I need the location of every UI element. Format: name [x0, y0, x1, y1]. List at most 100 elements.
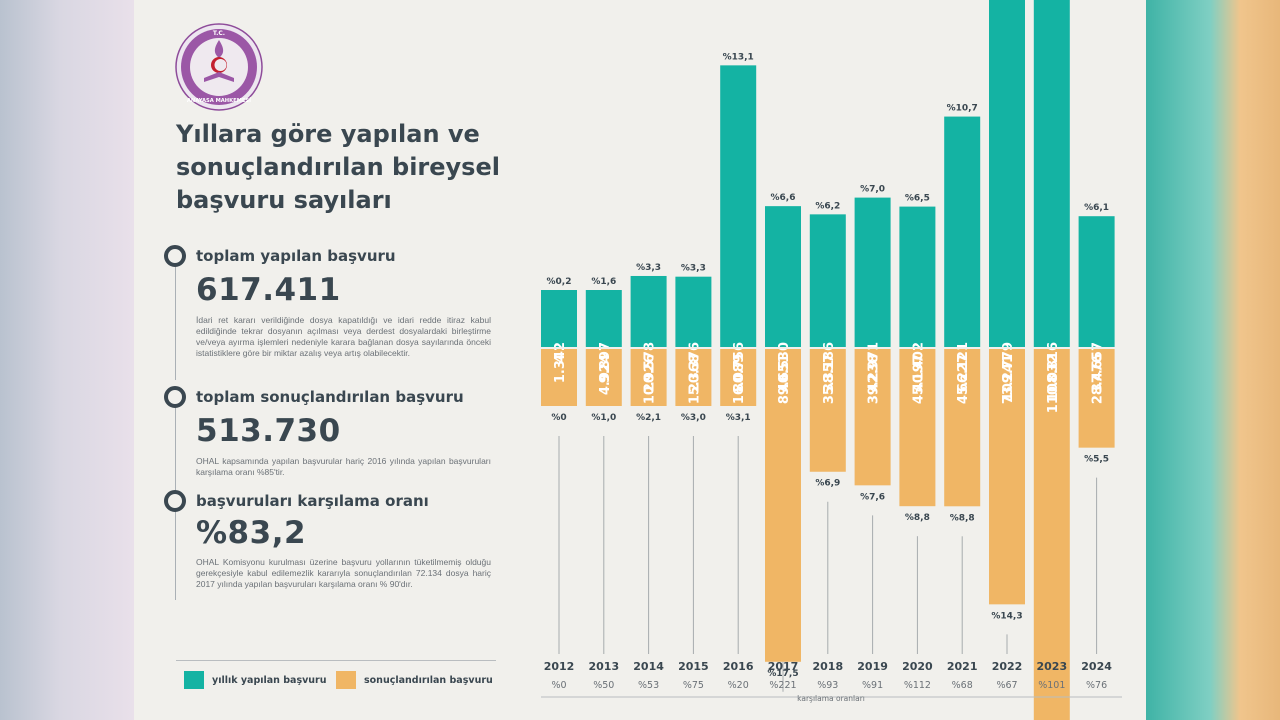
stat-total-concluded-header: toplam sonuçlandırılan başvuru [164, 386, 464, 408]
legend-label: sonuçlandırılan başvuru [364, 674, 493, 686]
bar-concluded [899, 348, 936, 507]
share-label-applications: %6,1 [1084, 203, 1109, 213]
coverage-ratio-label: %20 [728, 680, 749, 691]
bar-applications [809, 214, 846, 348]
data-label-concluded: 39.238 [867, 354, 882, 404]
coverage-ratio-label: %101 [1038, 680, 1065, 691]
data-label-applications: 108.816 [1046, 342, 1061, 401]
data-label-concluded: 4.924 [598, 354, 613, 395]
data-label-concluded: 110.032 [1046, 354, 1061, 413]
x-tick-label-year: 2020 [902, 660, 933, 673]
share-label-concluded: %2,1 [636, 413, 661, 423]
x-tick-label-year: 2019 [857, 660, 888, 673]
coverage-ratio-label: %67 [996, 680, 1017, 691]
stat-coverage-ratio-value: %83,2 [196, 515, 307, 551]
share-label-applications: %13,1 [723, 52, 754, 62]
data-label-concluded: 89.651 [777, 354, 792, 404]
coverage-ratio-label: %0 [551, 680, 566, 691]
bar-applications [899, 206, 936, 348]
x-tick-label-year: 2017 [768, 660, 799, 673]
share-label-concluded: %6,9 [815, 479, 840, 489]
bar-applications [720, 65, 757, 348]
page-title: Yıllara göre yapılan ve sonuçlandırılan … [176, 120, 500, 214]
stat-total-applications-header: toplam yapılan başvuru [164, 245, 396, 267]
legend-item-concluded: sonuçlandırılan başvuru [336, 671, 493, 689]
coverage-ratio-label: %91 [862, 680, 883, 691]
stat-connector-line [175, 403, 176, 498]
bar-applications [944, 116, 981, 348]
data-label-applications: 66.121 [956, 342, 971, 392]
data-label-applications: 20.578 [643, 342, 658, 392]
data-label-applications: 20.376 [687, 342, 702, 392]
share-label-concluded: %8,8 [905, 513, 930, 523]
bar-applications [989, 0, 1025, 348]
legend-swatch [336, 671, 356, 689]
bar-concluded [1078, 348, 1115, 448]
bar-applications [585, 290, 622, 348]
stat-total-concluded-value: 513.730 [196, 413, 341, 449]
share-label-applications: %3,3 [681, 264, 706, 274]
data-label-concluded: 73.241 [1001, 354, 1016, 404]
share-label-applications: %1,6 [591, 277, 616, 287]
share-label-concluded: %8,8 [950, 513, 975, 523]
bar-concluded [1033, 348, 1070, 720]
bar-concluded [675, 348, 712, 406]
coverage-ratio-label: %76 [1086, 680, 1107, 691]
x-tick-label-year: 2018 [812, 660, 843, 673]
stat-label: başvuruları karşılama oranı [196, 492, 429, 510]
x-tick-label-year: 2013 [588, 660, 619, 673]
x-tick-label-year: 2014 [633, 660, 664, 673]
bullet-ring-icon [164, 490, 186, 512]
bar-applications [1033, 0, 1070, 348]
data-label-concluded: 35.357 [822, 354, 837, 404]
bar-concluded [944, 348, 981, 507]
logo-bottom-text: ANAYASA MAHKEMESİ [187, 97, 251, 104]
coverage-ratio-label: %112 [904, 680, 931, 691]
x-tick-label-year: 2024 [1081, 660, 1112, 673]
stat-note: İdari ret kararı verildiğinde dosya kapa… [196, 315, 491, 358]
x-tick-label-year: 2022 [992, 660, 1023, 673]
stat-coverage-ratio-header: başvuruları karşılama oranı [164, 490, 429, 512]
share-label-applications: %3,3 [636, 263, 661, 273]
share-label-concluded: %1,0 [591, 413, 616, 423]
coverage-ratio-label: %50 [593, 680, 614, 691]
share-label-concluded: %3,1 [726, 413, 751, 423]
stat-total-applications-value: 617.411 [196, 272, 341, 308]
bar-concluded [809, 348, 846, 472]
bar-concluded [765, 348, 801, 662]
legend-swatch [184, 671, 204, 689]
stat-label: toplam yapılan başvuru [196, 247, 396, 265]
data-label-applications: 38.186 [822, 342, 837, 392]
coverage-ratio-label: %221 [769, 680, 796, 691]
x-tick-label-year: 2023 [1036, 660, 1067, 673]
data-label-concluded: 45.197 [911, 354, 926, 404]
bar-applications [854, 197, 891, 348]
coverage-ratio-label: %68 [952, 680, 973, 691]
data-label-concluded: 28.476 [1091, 354, 1106, 404]
share-label-concluded: %7,6 [860, 492, 885, 502]
share-label-concluded: %3,0 [681, 413, 706, 423]
stat-note: OHAL kapsamında yapılan başvurular hariç… [196, 456, 491, 477]
data-label-applications: 40.402 [911, 342, 926, 392]
coverage-ratio-label: %93 [817, 680, 838, 691]
data-label-applications: 42.971 [867, 342, 882, 392]
legend-label: yıllık yapılan başvuru [212, 674, 327, 686]
bar-concluded [854, 348, 891, 486]
data-label-applications: 1.342 [553, 342, 568, 383]
bullet-ring-icon [164, 245, 186, 267]
bar-concluded [541, 348, 577, 406]
data-label-concluded: 15.368 [687, 354, 702, 404]
x-tick-label-year: 2021 [947, 660, 978, 673]
x-tick-label-year: 2012 [544, 660, 575, 673]
bar-concluded [989, 348, 1025, 605]
bar-concluded [720, 348, 757, 406]
bar-applications [1078, 216, 1115, 348]
data-label-applications: 40.530 [777, 342, 792, 392]
data-label-applications: 109.779 [1001, 342, 1016, 401]
legend-divider [176, 660, 496, 661]
share-label-applications: %0,2 [547, 277, 572, 287]
data-label-concluded: 45.227 [956, 354, 971, 404]
bar-applications [675, 276, 712, 348]
